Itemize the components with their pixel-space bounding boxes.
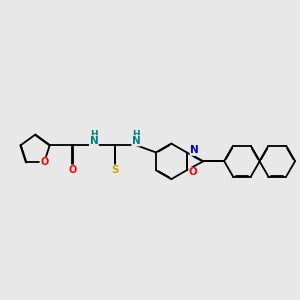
Text: S: S: [111, 165, 119, 175]
Text: O: O: [69, 165, 77, 175]
Text: O: O: [189, 167, 197, 177]
Text: N: N: [132, 136, 141, 146]
Text: N: N: [190, 145, 199, 155]
Text: H: H: [90, 130, 98, 140]
Text: H: H: [133, 130, 140, 140]
Text: N: N: [89, 136, 98, 146]
Text: O: O: [40, 158, 48, 167]
